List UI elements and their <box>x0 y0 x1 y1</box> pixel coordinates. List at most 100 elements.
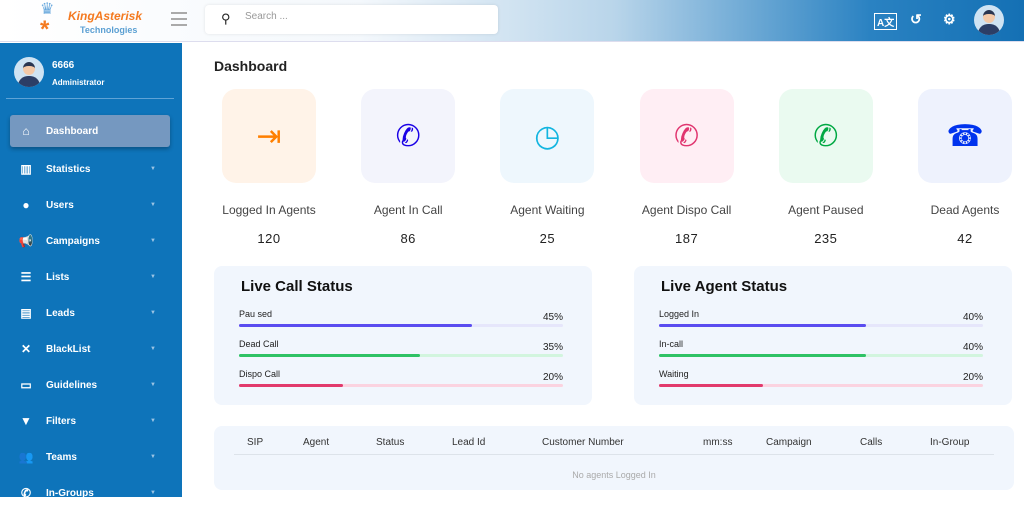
chevron-down-icon: ▼ <box>150 202 156 208</box>
menu-toggle-icon[interactable] <box>171 12 187 26</box>
translate-icon[interactable]: A文 <box>874 13 898 30</box>
stat-value: 187 <box>674 231 699 246</box>
progress-percent: 20% <box>542 372 563 383</box>
brand-logo[interactable]: ♛ * KingAsterisk Technologies <box>30 2 145 42</box>
list-icon: ☰ <box>20 270 32 284</box>
column-header[interactable]: Campaign <box>766 437 812 448</box>
column-header[interactable]: Status <box>376 437 405 448</box>
column-header[interactable]: Calls <box>860 437 883 448</box>
stat-label: Dead Agents <box>930 203 1000 217</box>
progress-label: In-call <box>659 339 684 349</box>
stat-label: Agent In Call <box>373 203 443 217</box>
brand-name: KingAsterisk <box>68 9 143 23</box>
home-icon: ⌂ <box>22 124 30 138</box>
chevron-down-icon: ▼ <box>150 238 156 244</box>
column-header[interactable]: Lead Id <box>452 437 486 448</box>
progress-label: Logged In <box>659 309 700 319</box>
progress-percent: 40% <box>962 312 983 323</box>
user-avatar[interactable] <box>974 5 1004 35</box>
progress-label: Dead Call <box>239 339 279 349</box>
stat-label: Logged In Agents <box>222 203 316 217</box>
progress-percent: 20% <box>962 372 983 383</box>
column-header[interactable]: Customer Number <box>542 437 624 448</box>
sidebar-item-in-groups[interactable]: ✆ In-Groups ▼ <box>10 475 170 511</box>
panel-title: Live Call Status <box>241 278 353 295</box>
panel-title: Live Agent Status <box>661 278 788 295</box>
live-agent-status-panel: Live Agent Status Logged In 40% In-call … <box>634 266 1012 405</box>
settings-icon[interactable]: ⚙ <box>943 11 956 27</box>
sidebar-item-label: Dashboard <box>46 125 99 137</box>
stat-value: 42 <box>957 231 973 246</box>
column-header[interactable]: Agent <box>303 437 330 448</box>
chevron-down-icon: ▼ <box>150 418 156 424</box>
progress-percent: 45% <box>542 312 563 323</box>
chevron-down-icon: ▼ <box>150 166 156 172</box>
chevron-down-icon: ▼ <box>150 346 156 352</box>
stat-card[interactable]: ✆ <box>361 89 456 183</box>
live-call-status-panel: Live Call Status Pau sed 45% Dead Call 3… <box>214 266 592 405</box>
agents-table: No agents Logged In SIP Agent Status Lead I… <box>214 426 1014 490</box>
stat-value: 235 <box>814 231 838 246</box>
stat-card[interactable]: ✆ <box>778 89 873 183</box>
sidebar-item-teams[interactable]: 👥 Teams ▼ <box>10 439 170 475</box>
sidebar-item-label: Guidelines <box>46 379 98 391</box>
sidebar-item-statistics[interactable]: ▥ Statistics ▼ <box>10 151 170 187</box>
stat-label: Agent Paused <box>788 203 864 217</box>
chevron-down-icon: ▼ <box>150 310 156 316</box>
chevron-down-icon: ▼ <box>150 382 156 388</box>
sidebar-item-dashboard[interactable]: ⌂ Dashboard <box>10 115 170 147</box>
file-icon: ▤ <box>20 306 32 320</box>
stat-card[interactable]: ⇥ <box>222 89 316 183</box>
search-input[interactable] <box>245 11 485 22</box>
sidebar-item-users[interactable]: ● Users ▼ <box>10 187 170 223</box>
sidebar-item-guidelines[interactable]: ▭ Guidelines ▼ <box>10 367 170 403</box>
sidebar-item-filters[interactable]: ▼ Filters ▼ <box>10 403 170 439</box>
stat-card[interactable]: ✆ <box>639 89 734 183</box>
crown-icon: ♛ <box>40 1 55 18</box>
phone-icon: ✆ <box>20 486 32 500</box>
column-header[interactable]: mm:ss <box>703 437 733 448</box>
progress-fill <box>239 384 343 387</box>
sidebar-item-label: Lists <box>46 271 70 283</box>
progress-fill <box>239 354 421 357</box>
brand-sub: Technologies <box>80 25 138 35</box>
sidebar-item-leads[interactable]: ▤ Leads ▼ <box>10 295 170 331</box>
progress-label: Pau sed <box>239 309 273 319</box>
column-header[interactable]: In-Group <box>930 437 970 448</box>
phone-slash-icon: ✕ <box>20 342 32 356</box>
stat-card[interactable]: ☎ <box>918 89 1012 183</box>
user-id: 6666 <box>52 60 75 71</box>
empty-message: No agents Logged In <box>572 470 656 480</box>
sidebar: 6666 Administrator ⌂ Dashboard ▥ Statistics… <box>0 43 182 500</box>
sidebar-item-label: Users <box>46 199 74 211</box>
card-icon: ▭ <box>20 378 32 392</box>
progress-label: Dispo Call <box>239 369 281 379</box>
asterisk-icon: * <box>40 16 50 43</box>
hangup-icon: ☎ <box>946 119 984 153</box>
sidebar-item-label: In-Groups <box>46 487 94 499</box>
stat-card[interactable]: ◷ <box>500 89 595 183</box>
team-icon: 👥 <box>18 450 34 464</box>
table-header-divider <box>234 454 994 455</box>
stat-value: 120 <box>257 231 281 246</box>
search-box: ⚲ <box>205 5 498 34</box>
history-icon[interactable]: ↺ <box>910 11 922 27</box>
sidebar-item-label: Teams <box>46 451 77 463</box>
sidebar-item-blacklist[interactable]: ✕ BlackList ▼ <box>10 331 170 367</box>
chevron-down-icon: ▼ <box>150 274 156 280</box>
progress-track <box>659 324 983 327</box>
sidebar-item-campaigns[interactable]: 📢 Campaigns ▼ <box>10 223 170 259</box>
sidebar-item-label: Statistics <box>46 163 91 175</box>
stat-value: 86 <box>400 231 416 246</box>
progress-track <box>239 354 563 357</box>
avatar <box>14 57 44 87</box>
call-paused-icon: ✆ <box>813 119 839 153</box>
column-header[interactable]: SIP <box>247 437 264 448</box>
call-end-icon: ✆ <box>674 119 700 153</box>
filter-icon: ▼ <box>20 414 32 428</box>
top-header: ♛ * KingAsterisk Technologies ⚲ A文 ↺ ⚙ <box>0 0 1024 42</box>
chart-icon: ▥ <box>20 162 32 176</box>
sidebar-item-lists[interactable]: ☰ Lists ▼ <box>10 259 170 295</box>
progress-fill <box>659 324 867 327</box>
stat-label: Agent Dispo Call <box>641 203 732 217</box>
